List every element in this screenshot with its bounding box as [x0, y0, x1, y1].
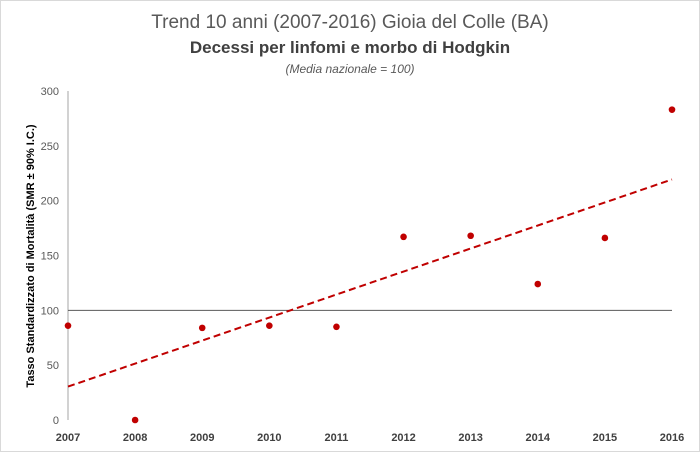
x-tick-label: 2016 — [660, 432, 684, 444]
x-tick-label: 2015 — [593, 432, 617, 444]
data-point — [131, 416, 139, 424]
x-tick-label: 2008 — [123, 432, 147, 444]
y-tick-label: 200 — [41, 196, 59, 208]
chart-title: Trend 10 anni (2007-2016) Gioia del Coll… — [151, 12, 549, 33]
x-tick-label: 2009 — [190, 432, 214, 444]
trendline-layer — [67, 178, 673, 388]
chart-subtitle: Decessi per linfomi e morbo di Hodgkin — [189, 38, 511, 57]
data-point — [668, 106, 676, 113]
data-point — [467, 232, 474, 240]
data-point — [601, 234, 609, 242]
y-tick-label: 150 — [41, 251, 59, 263]
data-point — [333, 323, 340, 331]
y-axis-label: Tasso Standardizzato di Mortalità (SMR ±… — [25, 124, 37, 387]
data-point — [266, 322, 273, 329]
data-point — [534, 280, 542, 288]
data-point — [64, 322, 72, 329]
x-tick-label: 2014 — [526, 432, 551, 444]
x-tick-label: 2011 — [325, 432, 349, 444]
y-tick-label: 250 — [41, 141, 59, 153]
y-tick-label: 50 — [47, 360, 59, 372]
x-tick-label: 2010 — [257, 432, 281, 444]
data-point — [198, 324, 206, 332]
points-layer — [64, 106, 676, 424]
trendline — [67, 178, 673, 388]
data-point — [400, 233, 407, 241]
y-tick-label: 0 — [53, 415, 59, 427]
x-tick-label: 2013 — [458, 432, 482, 444]
axis-layer: 0 50 100 150 200 250 300 2007 2008 2009 2010 2011 20… — [41, 86, 685, 444]
chart-note: (Media nazionale = 100) — [285, 62, 415, 76]
y-tick-label: 300 — [41, 86, 59, 98]
y-tick-label: 100 — [41, 305, 59, 317]
x-tick-label: 2012 — [391, 432, 415, 444]
x-tick-label: 2007 — [56, 432, 80, 444]
